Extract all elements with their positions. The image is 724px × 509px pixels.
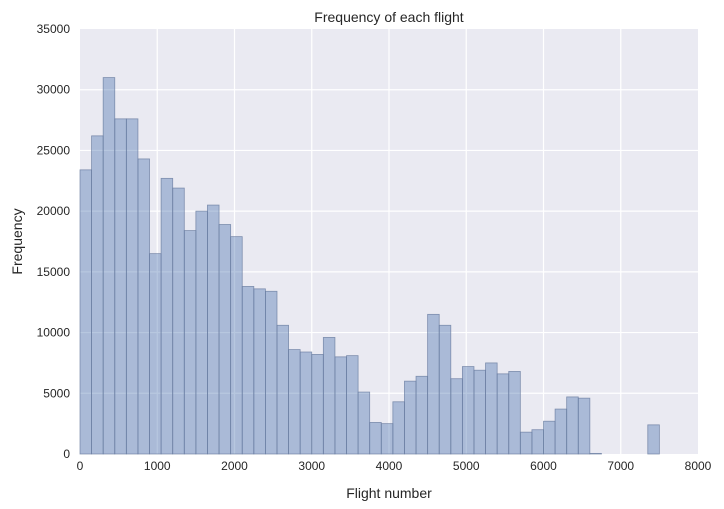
histogram-bar xyxy=(91,135,104,455)
x-tick-label: 5000 xyxy=(453,459,480,473)
histogram-bar xyxy=(241,286,255,455)
histogram-bar xyxy=(218,224,232,455)
x-tick-label: 0 xyxy=(77,459,84,473)
histogram-bar xyxy=(114,118,127,455)
x-tick-label: 4000 xyxy=(376,459,403,473)
histogram-bar xyxy=(253,288,266,455)
histogram-bar xyxy=(276,324,289,455)
y-axis-label: Frequency xyxy=(9,208,25,274)
grid-lines xyxy=(80,29,698,454)
histogram-bar xyxy=(577,397,591,455)
chart-title: Frequency of each flight xyxy=(314,9,464,25)
histogram-bar xyxy=(357,391,371,455)
histogram-bar xyxy=(299,351,313,455)
histogram-bar xyxy=(392,401,405,455)
histogram-bar xyxy=(195,210,208,455)
histogram-bar xyxy=(647,424,660,455)
histogram-bar xyxy=(311,354,324,455)
histogram-bar xyxy=(589,452,602,455)
y-tick-label: 0 xyxy=(63,447,70,461)
histogram-bar xyxy=(543,420,556,455)
histogram-bar xyxy=(79,169,92,455)
histogram-bar xyxy=(288,349,301,455)
histogram-bar xyxy=(322,337,336,455)
histogram-bar xyxy=(369,422,382,455)
histogram-bars xyxy=(79,77,660,455)
x-tick-labels: 0 1000 2000 3000 4000 5000 6000 7000 8000 xyxy=(77,459,712,473)
histogram-bar xyxy=(519,431,533,455)
x-tick-label: 7000 xyxy=(607,459,634,473)
histogram-bar xyxy=(554,408,568,455)
histogram-bar xyxy=(183,230,197,455)
x-tick-label: 2000 xyxy=(221,459,248,473)
histogram-bar xyxy=(496,373,510,455)
histogram-bar xyxy=(508,371,521,455)
histogram-bar xyxy=(404,380,417,455)
histogram-bar xyxy=(172,187,185,455)
y-tick-label: 30000 xyxy=(37,83,71,97)
x-tick-label: 3000 xyxy=(298,459,325,473)
y-tick-labels: 0 5000 10000 15000 20000 25000 30000 35000 xyxy=(37,22,71,461)
histogram-bar xyxy=(380,423,394,455)
x-tick-label: 8000 xyxy=(685,459,712,473)
y-tick-label: 5000 xyxy=(43,386,70,400)
histogram-bar xyxy=(230,236,243,455)
histogram-bar xyxy=(531,429,544,455)
x-tick-label: 6000 xyxy=(530,459,557,473)
histogram-bar xyxy=(102,77,116,455)
histogram-bar xyxy=(461,366,475,455)
histogram-bar xyxy=(160,177,174,455)
histogram-bar xyxy=(207,204,220,455)
y-tick-label: 10000 xyxy=(37,326,71,340)
histogram-bar xyxy=(438,324,452,455)
y-tick-label: 35000 xyxy=(37,22,71,36)
histogram-bar xyxy=(415,375,429,455)
y-tick-label: 25000 xyxy=(37,143,71,157)
histogram-bar xyxy=(125,118,139,455)
histogram-bar xyxy=(427,313,440,455)
y-tick-label: 20000 xyxy=(37,204,71,218)
histogram-bar xyxy=(473,369,486,455)
y-tick-label: 15000 xyxy=(37,265,71,279)
histogram-bar xyxy=(149,253,162,455)
histogram-bar xyxy=(450,378,463,455)
histogram-bar xyxy=(137,158,150,455)
x-axis-label: Flight number xyxy=(346,485,432,501)
x-tick-label: 1000 xyxy=(144,459,171,473)
histogram-bar xyxy=(485,362,498,455)
histogram-bar xyxy=(264,290,278,455)
histogram-bar xyxy=(566,396,579,455)
histogram-bar xyxy=(346,355,359,455)
histogram-bar xyxy=(334,356,347,455)
